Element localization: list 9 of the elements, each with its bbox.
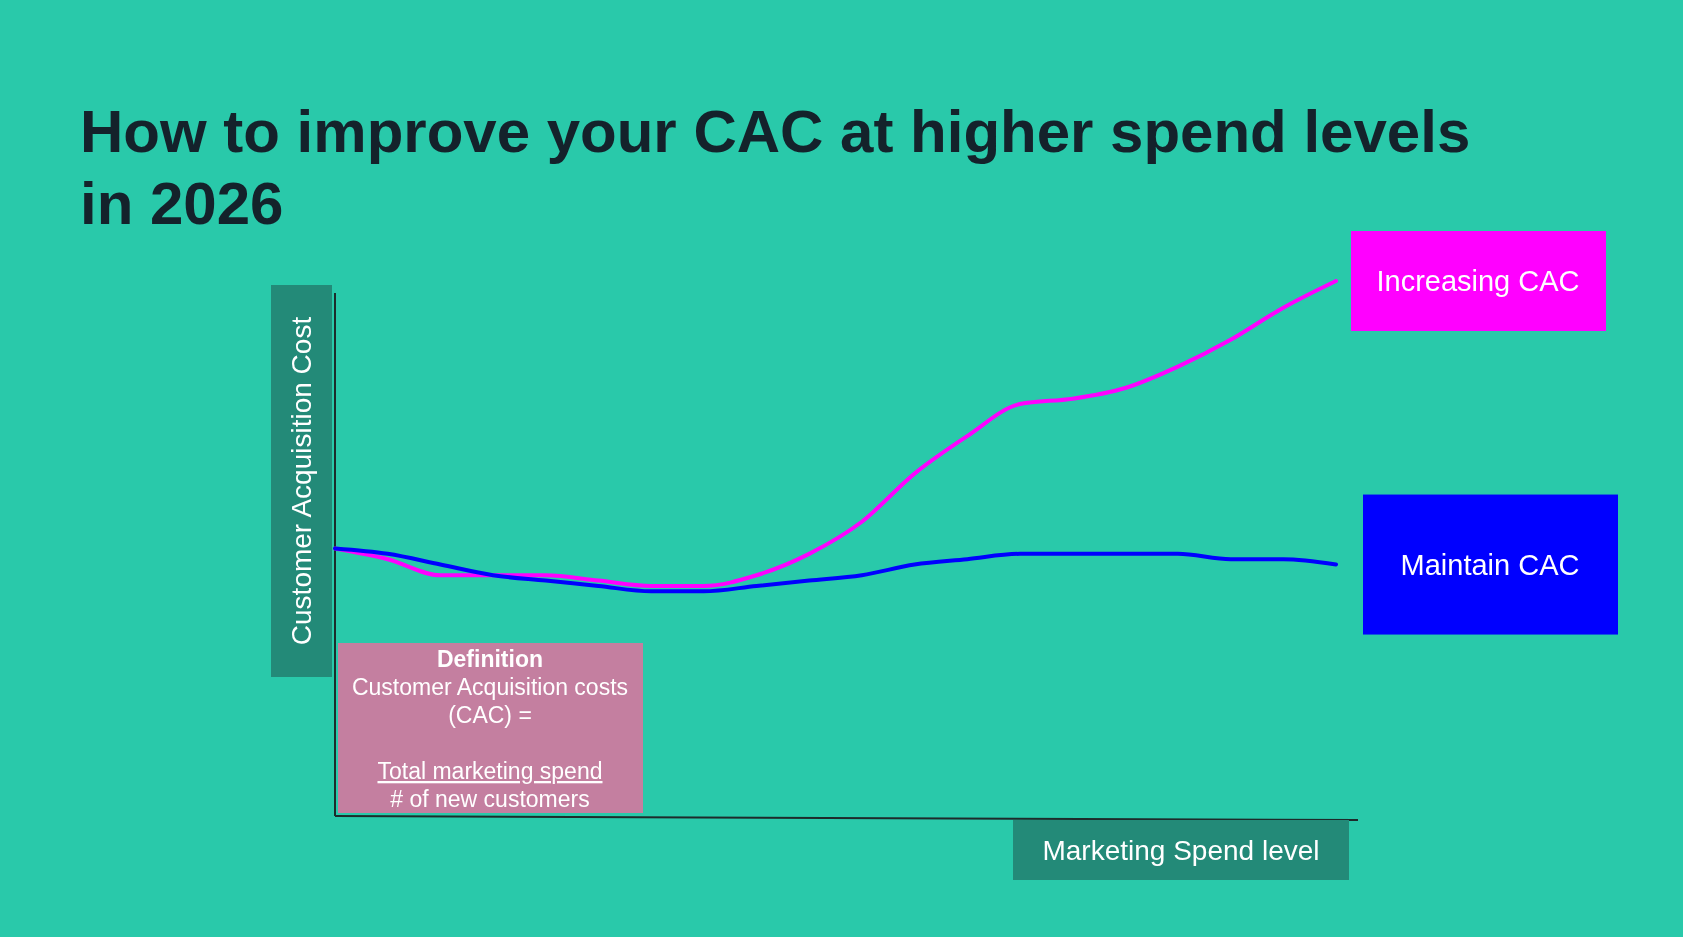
text: Maintain CAC (1400, 548, 1580, 581)
annotation: Customer Acquisition costs (CAC) = (351, 674, 629, 728)
chart-title: How to improve your CAC at higher spend levels in 2026 (80, 98, 1471, 237)
x-axis-title: Marketing Spend level (1042, 835, 1320, 866)
series-label: Increasing CAC (1376, 265, 1580, 297)
annotation: Total marketing spend (377, 758, 603, 784)
annotation: Definition (436, 646, 544, 672)
annotation: # of new customers (390, 786, 590, 812)
y-axis-title: Customer Acquisition Cost (286, 316, 317, 646)
